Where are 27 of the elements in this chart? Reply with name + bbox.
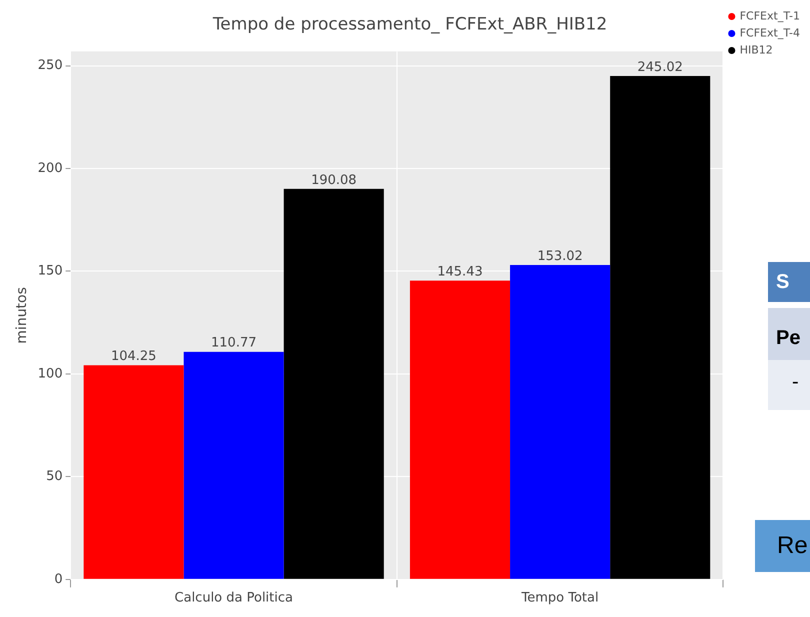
bar bbox=[510, 265, 610, 579]
data-label: 110.77 bbox=[211, 336, 257, 351]
legend-label: HIB12 bbox=[740, 43, 773, 56]
y-tick-label: 250 bbox=[38, 58, 63, 74]
y-tick-label: 200 bbox=[38, 160, 63, 176]
y-tick-label: 0 bbox=[54, 572, 63, 587]
bar bbox=[184, 352, 284, 579]
bar bbox=[610, 76, 710, 579]
bar bbox=[284, 188, 384, 579]
chart-title: Tempo de processamento_ FCFExt_ABR_HIB12 bbox=[212, 14, 608, 35]
table: S Pe - bbox=[768, 262, 810, 422]
data-label: 190.08 bbox=[311, 172, 357, 188]
x-tick-label: Tempo Total bbox=[520, 590, 599, 606]
bar bbox=[410, 280, 510, 579]
legend-label: FCFExt_T-1 bbox=[740, 9, 800, 22]
y-tick-label: 100 bbox=[38, 366, 63, 382]
data-label: 245.02 bbox=[637, 60, 683, 75]
y-tick-label: 150 bbox=[38, 264, 63, 279]
data-label: 104.25 bbox=[110, 349, 156, 364]
y-tick-label: 50 bbox=[46, 469, 63, 484]
bar bbox=[84, 365, 184, 579]
data-label: 153.02 bbox=[537, 248, 583, 264]
y-axis-title: minutos bbox=[14, 287, 30, 344]
x-tick-label: Calculo da Politica bbox=[174, 590, 293, 606]
text-box: Re bbox=[755, 520, 810, 572]
legend-label: FCFExt_T-4 bbox=[740, 26, 800, 40]
data-label: 145.43 bbox=[437, 264, 483, 280]
